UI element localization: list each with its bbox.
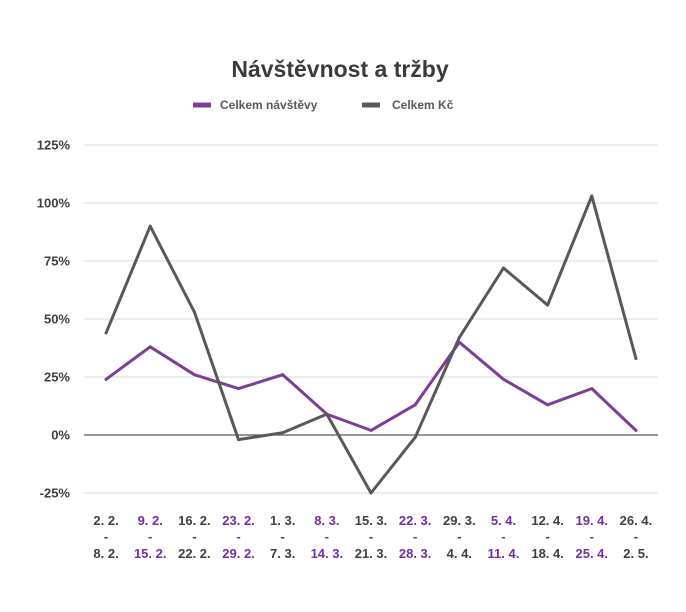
x-tick-label-bottom: 8. 2.: [93, 546, 118, 561]
y-tick-label: 100%: [37, 196, 71, 211]
data-point: [192, 310, 196, 314]
x-tick-label-top: 2. 2.: [93, 513, 118, 528]
x-tick-label-bottom: 15. 2.: [134, 546, 167, 561]
chart-title: Návštěvnost a tržby: [231, 56, 449, 82]
data-point: [501, 266, 505, 270]
y-tick-label: 50%: [44, 312, 70, 327]
data-point: [634, 356, 638, 360]
x-tick-label-bottom: 4. 4.: [447, 546, 472, 561]
x-tick-label-top: 26. 4.: [620, 513, 653, 528]
x-tick-label-bottom: 2. 5.: [623, 546, 648, 561]
x-tick-label-top: 29. 3.: [443, 513, 476, 528]
x-tick-label-top: 9. 2.: [138, 513, 163, 528]
legend-label-2: Celkem Kč: [392, 98, 454, 112]
x-tick-label-bottom: 25. 4.: [576, 546, 609, 561]
data-point: [281, 373, 285, 377]
x-tick-label-sep: -: [325, 529, 329, 544]
y-tick-label: 25%: [44, 370, 70, 385]
gridlines: [84, 144, 658, 494]
x-tick-label-bottom: 21. 3.: [355, 546, 388, 561]
series-group: [104, 194, 638, 495]
x-tick-label-sep: -: [148, 529, 152, 544]
data-point: [590, 387, 594, 391]
data-point: [148, 345, 152, 349]
x-tick-label-top: 23. 2.: [222, 513, 255, 528]
x-tick-label-bottom: 28. 3.: [399, 546, 432, 561]
x-tick-label-bottom: 14. 3.: [311, 546, 344, 561]
legend-label-1: Celkem návštěvy: [220, 98, 318, 112]
data-point: [237, 387, 241, 391]
data-point: [104, 331, 108, 335]
x-tick-label-sep: -: [413, 529, 417, 544]
x-axis: 2. 2.-8. 2.9. 2.-15. 2.16. 2.-22. 2.23. …: [93, 513, 652, 561]
x-tick-label-bottom: 18. 4.: [531, 546, 564, 561]
x-tick-label-top: 19. 4.: [576, 513, 609, 528]
data-point: [104, 377, 108, 381]
x-tick-label-bottom: 22. 2.: [178, 546, 211, 561]
data-point: [413, 435, 417, 439]
x-tick-label-bottom: 7. 3.: [270, 546, 295, 561]
x-tick-label-top: 22. 3.: [399, 513, 432, 528]
data-point: [281, 431, 285, 435]
data-point: [457, 336, 461, 340]
x-tick-label-sep: -: [192, 529, 196, 544]
data-point: [369, 491, 373, 495]
x-tick-label-bottom: 29. 2.: [222, 546, 255, 561]
data-point: [325, 412, 329, 416]
x-tick-label-sep: -: [545, 529, 549, 544]
x-tick-label-bottom: 11. 4.: [488, 546, 520, 561]
x-tick-label-sep: -: [104, 529, 108, 544]
data-point: [590, 194, 594, 198]
x-tick-label-top: 16. 2.: [178, 513, 211, 528]
series-line-2: [104, 194, 638, 495]
y-tick-label: -25%: [40, 486, 71, 501]
x-tick-label-sep: -: [236, 529, 240, 544]
data-point: [546, 303, 550, 307]
x-tick-label-top: 12. 4.: [531, 513, 564, 528]
x-tick-label-top: 15. 3.: [355, 513, 388, 528]
data-point: [369, 428, 373, 432]
legend: Celkem návštěvy Celkem Kč: [193, 98, 454, 112]
y-tick-label: 75%: [44, 254, 70, 269]
series-line-1: [104, 340, 638, 432]
x-tick-label-sep: -: [501, 529, 505, 544]
y-tick-label: 0%: [51, 428, 70, 443]
data-point: [501, 377, 505, 381]
x-tick-label-top: 1. 3.: [270, 513, 295, 528]
data-point: [413, 403, 417, 407]
data-point: [148, 224, 152, 228]
x-tick-label-top: 5. 4.: [491, 513, 516, 528]
x-tick-label-top: 8. 3.: [314, 513, 339, 528]
data-point: [237, 438, 241, 442]
x-tick-label-sep: -: [281, 529, 285, 544]
x-tick-label-sep: -: [369, 529, 373, 544]
x-tick-label-sep: -: [590, 529, 594, 544]
data-point: [192, 373, 196, 377]
y-tick-label: 125%: [37, 138, 71, 153]
x-tick-label-sep: -: [457, 529, 461, 544]
data-point: [634, 428, 638, 432]
x-tick-label-sep: -: [634, 529, 638, 544]
data-point: [546, 403, 550, 407]
y-axis: 125% 100% 75% 50% 25% 0% -25%: [37, 138, 71, 501]
